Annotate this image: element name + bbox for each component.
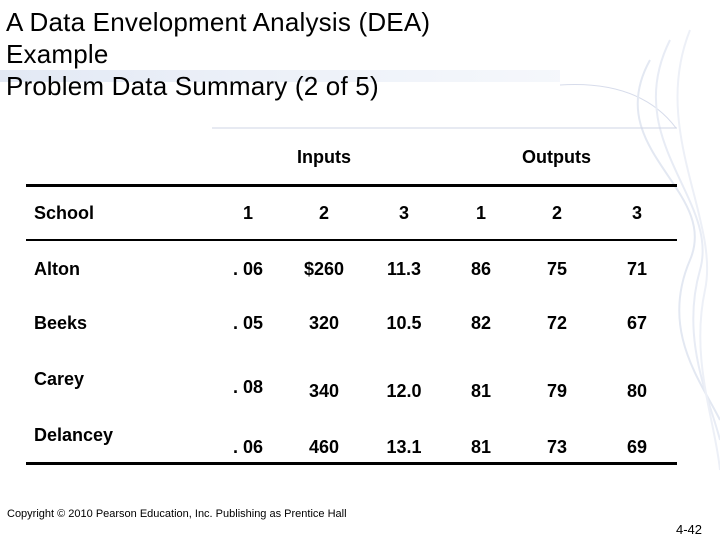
cell-input-3: 11.3 <box>386 259 422 279</box>
cell-input-1: . 06 <box>232 259 264 279</box>
cell-output-1: 86 <box>470 259 492 279</box>
slide-title: A Data Envelopment Analysis (DEA) Exampl… <box>6 6 606 102</box>
header-output-3: 3 <box>631 203 642 223</box>
cell-school: Beeks <box>34 313 88 333</box>
cell-output-2: 72 <box>546 313 568 333</box>
title-band <box>0 70 560 82</box>
header-input-3: 3 <box>398 203 409 223</box>
cell-input-3: 13.1 <box>386 437 422 457</box>
cell-input-1: . 08 <box>232 377 264 397</box>
cell-output-2: 73 <box>546 437 568 457</box>
title-line-1: A Data Envelopment Analysis (DEA) <box>6 7 431 37</box>
table-top-rule <box>26 184 677 187</box>
cell-output-3: 71 <box>626 259 648 279</box>
cell-input-2: 340 <box>308 381 340 401</box>
cell-output-2: 79 <box>546 381 568 401</box>
table-header-rule <box>26 239 677 241</box>
cell-school: Delancey <box>34 425 114 445</box>
copyright-footer: Copyright © 2010 Pearson Education, Inc.… <box>7 508 347 520</box>
cell-output-1: 81 <box>470 381 492 401</box>
cell-output-2: 75 <box>546 259 568 279</box>
table-bottom-rule <box>26 462 677 465</box>
cell-output-3: 69 <box>626 437 648 457</box>
cell-output-1: 82 <box>470 313 492 333</box>
cell-output-1: 81 <box>470 437 492 457</box>
cell-input-2: 320 <box>308 313 340 333</box>
cell-input-1: . 05 <box>232 313 264 333</box>
cell-input-2: 460 <box>308 437 340 457</box>
cell-input-3: 12.0 <box>386 381 422 401</box>
cell-input-3: 10.5 <box>386 313 422 333</box>
title-line-3: Problem Data Summary (2 of 5) <box>6 71 379 101</box>
group-header-outputs: Outputs <box>522 147 591 167</box>
cell-input-2: $260 <box>303 259 345 279</box>
header-output-2: 2 <box>551 203 562 223</box>
header-input-2: 2 <box>318 203 329 223</box>
page-number: 4-42 <box>675 522 702 537</box>
cell-school: Carey <box>34 369 85 389</box>
cell-output-3: 67 <box>626 313 648 333</box>
header-input-1: 1 <box>242 203 253 223</box>
header-output-1: 1 <box>475 203 486 223</box>
cell-output-3: 80 <box>626 381 648 401</box>
cell-input-1: . 06 <box>232 437 264 457</box>
title-line-2: Example <box>6 39 109 69</box>
cell-school: Alton <box>34 259 80 279</box>
group-header-inputs: Inputs <box>297 147 351 167</box>
header-school: School <box>34 203 95 223</box>
